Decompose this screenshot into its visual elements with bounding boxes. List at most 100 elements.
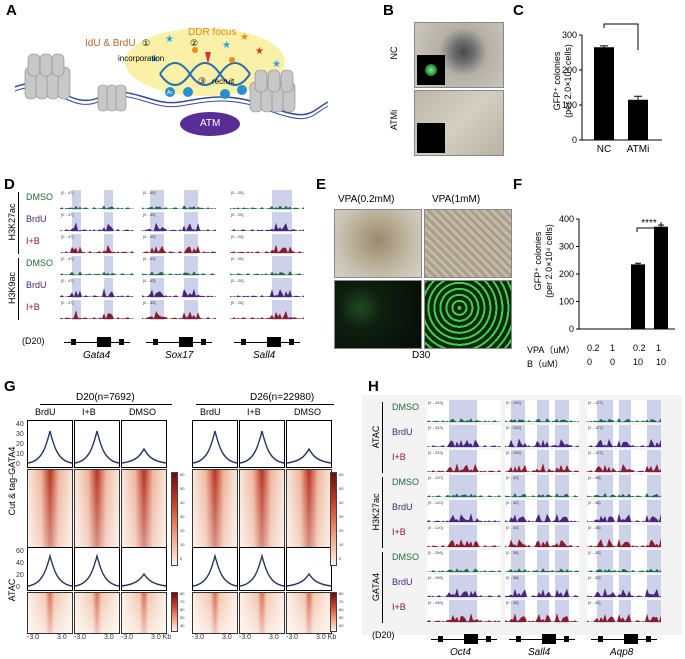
h-highlight-band: [619, 550, 631, 573]
vpa-low-label: VPA(0.2mM): [338, 194, 395, 205]
d-signal: [230, 289, 304, 297]
d-signal: [60, 288, 134, 297]
nc-label: NC: [389, 46, 399, 60]
c-ytick-label: 100: [562, 100, 577, 110]
d-range-label: [0 - 25]: [231, 300, 244, 305]
g-profile-line: [28, 553, 72, 587]
h-mark-divider: [382, 477, 383, 548]
panel-label-d: D: [4, 176, 15, 193]
h-highlight-band: [537, 550, 549, 573]
d-mark-label: H3K27ac: [7, 203, 17, 241]
h-gene-name: Oct4: [450, 647, 472, 658]
g-colorbar-atac: [330, 592, 337, 632]
g-profile-line: [193, 553, 237, 587]
g-colorbar-tick: 10: [180, 542, 185, 547]
h-signal: [427, 493, 501, 497]
h-mark-divider: [382, 402, 383, 473]
f-b-value: 0: [610, 357, 616, 367]
f-vpa-value: 1: [610, 343, 616, 353]
d-signal-area: [60, 222, 134, 231]
h-highlight-band: [619, 450, 631, 473]
d-exon: [119, 339, 125, 345]
h-highlight-band: [555, 550, 569, 573]
h-range-label: [0 - 333]: [428, 400, 443, 405]
h-signal: [587, 538, 661, 547]
d-signal: [142, 271, 216, 275]
h-highlight-band: [647, 550, 661, 573]
d-row-label: DMSO: [26, 258, 53, 268]
f-ytick-label: 400: [559, 214, 574, 224]
f-ytick-label: 100: [559, 297, 574, 307]
g-col-label: DMSO: [129, 407, 156, 417]
d-highlight-band: [72, 212, 81, 232]
f-b-label: B（uM）: [527, 359, 564, 369]
vpa-high-gfp: [424, 280, 512, 349]
f-bar-chart: 0 100 200 300 400 ****: [559, 214, 675, 334]
h-highlight-band: [449, 550, 477, 573]
d-signal: [142, 205, 216, 209]
h-signal-area: [505, 438, 579, 447]
panel-label-b: B: [383, 2, 394, 19]
g-profile-line: [122, 447, 166, 464]
h-signal-area: [427, 539, 501, 547]
g-row1-label: Cut & tag-GATA4: [7, 446, 17, 516]
g-heatmap-atac: [121, 592, 167, 634]
d-signal-area: [230, 222, 304, 231]
g-ytick-atac: 0: [16, 584, 20, 591]
g-ytick-atac: 20: [16, 572, 24, 579]
d-signal-area: [60, 288, 134, 297]
g-colorbar-tick: 30: [339, 514, 344, 519]
g-ytick-gata4: 20: [16, 441, 24, 448]
f-sig-stars: ****: [641, 218, 657, 229]
h-signal: [427, 463, 501, 472]
h-signal: [505, 418, 579, 422]
h-highlight-band: [555, 425, 569, 448]
d-signal-area: [60, 205, 134, 209]
h-signal-area: [427, 493, 501, 497]
h-signal: [427, 418, 501, 422]
f-ytick-label: 200: [559, 269, 574, 279]
h-signal-area: [587, 538, 661, 547]
d-exon: [289, 339, 295, 345]
d-highlight-band: [184, 256, 198, 276]
g-colorbar-tick: 40: [180, 623, 185, 628]
g-colorbar-tick: 70: [339, 599, 344, 604]
h-highlight-band: [597, 575, 613, 598]
svg-text:★: ★: [240, 32, 249, 43]
d-range-label: [0 - 40]: [143, 212, 156, 217]
d-signal: [142, 222, 216, 231]
d-signal: [60, 271, 134, 275]
h-signal: [427, 613, 501, 622]
d-range-label: [0 - 25]: [231, 234, 244, 239]
f-ytick-label: 300: [559, 242, 574, 252]
g-col-label: I+B: [82, 407, 96, 417]
h-signal-area: [587, 418, 661, 422]
g-profile-gata4: [192, 420, 238, 468]
h-range-label: [0 - 36]: [506, 575, 519, 580]
g-profile-line: [240, 553, 284, 587]
h-signal-area: [427, 439, 501, 447]
h-range-label: [0 - 333]: [428, 425, 443, 430]
g-ytick-atac: 40: [16, 560, 24, 567]
h-exon: [646, 636, 652, 642]
h-range-label: [0 - 127]: [588, 425, 603, 430]
g-colorbar-tick: 40: [180, 500, 185, 505]
d-signal-area: [230, 271, 304, 275]
h-signal-area: [427, 568, 501, 572]
g-x-tick: 3.0: [269, 634, 279, 641]
g-profile-gata4: [27, 420, 73, 468]
h-signal: [587, 418, 661, 422]
g-ytick-gata4: 0: [16, 461, 20, 468]
h-range-label: [0 - 42]: [506, 525, 519, 530]
h-mark-label: GATA4: [371, 572, 381, 601]
h-gene-name: Aqp8: [610, 647, 634, 658]
d-signal: [230, 271, 304, 275]
h-signal-area: [427, 418, 501, 422]
d-mark-label: H3K9ac: [7, 271, 17, 305]
g-colorbar-tick: 60: [180, 607, 185, 612]
f-bar: [585, 329, 599, 330]
h-highlight-band: [619, 425, 631, 448]
g-profile-gata4: [74, 420, 120, 468]
panel-label-e: E: [316, 176, 327, 193]
h-signal-area: [505, 568, 579, 572]
